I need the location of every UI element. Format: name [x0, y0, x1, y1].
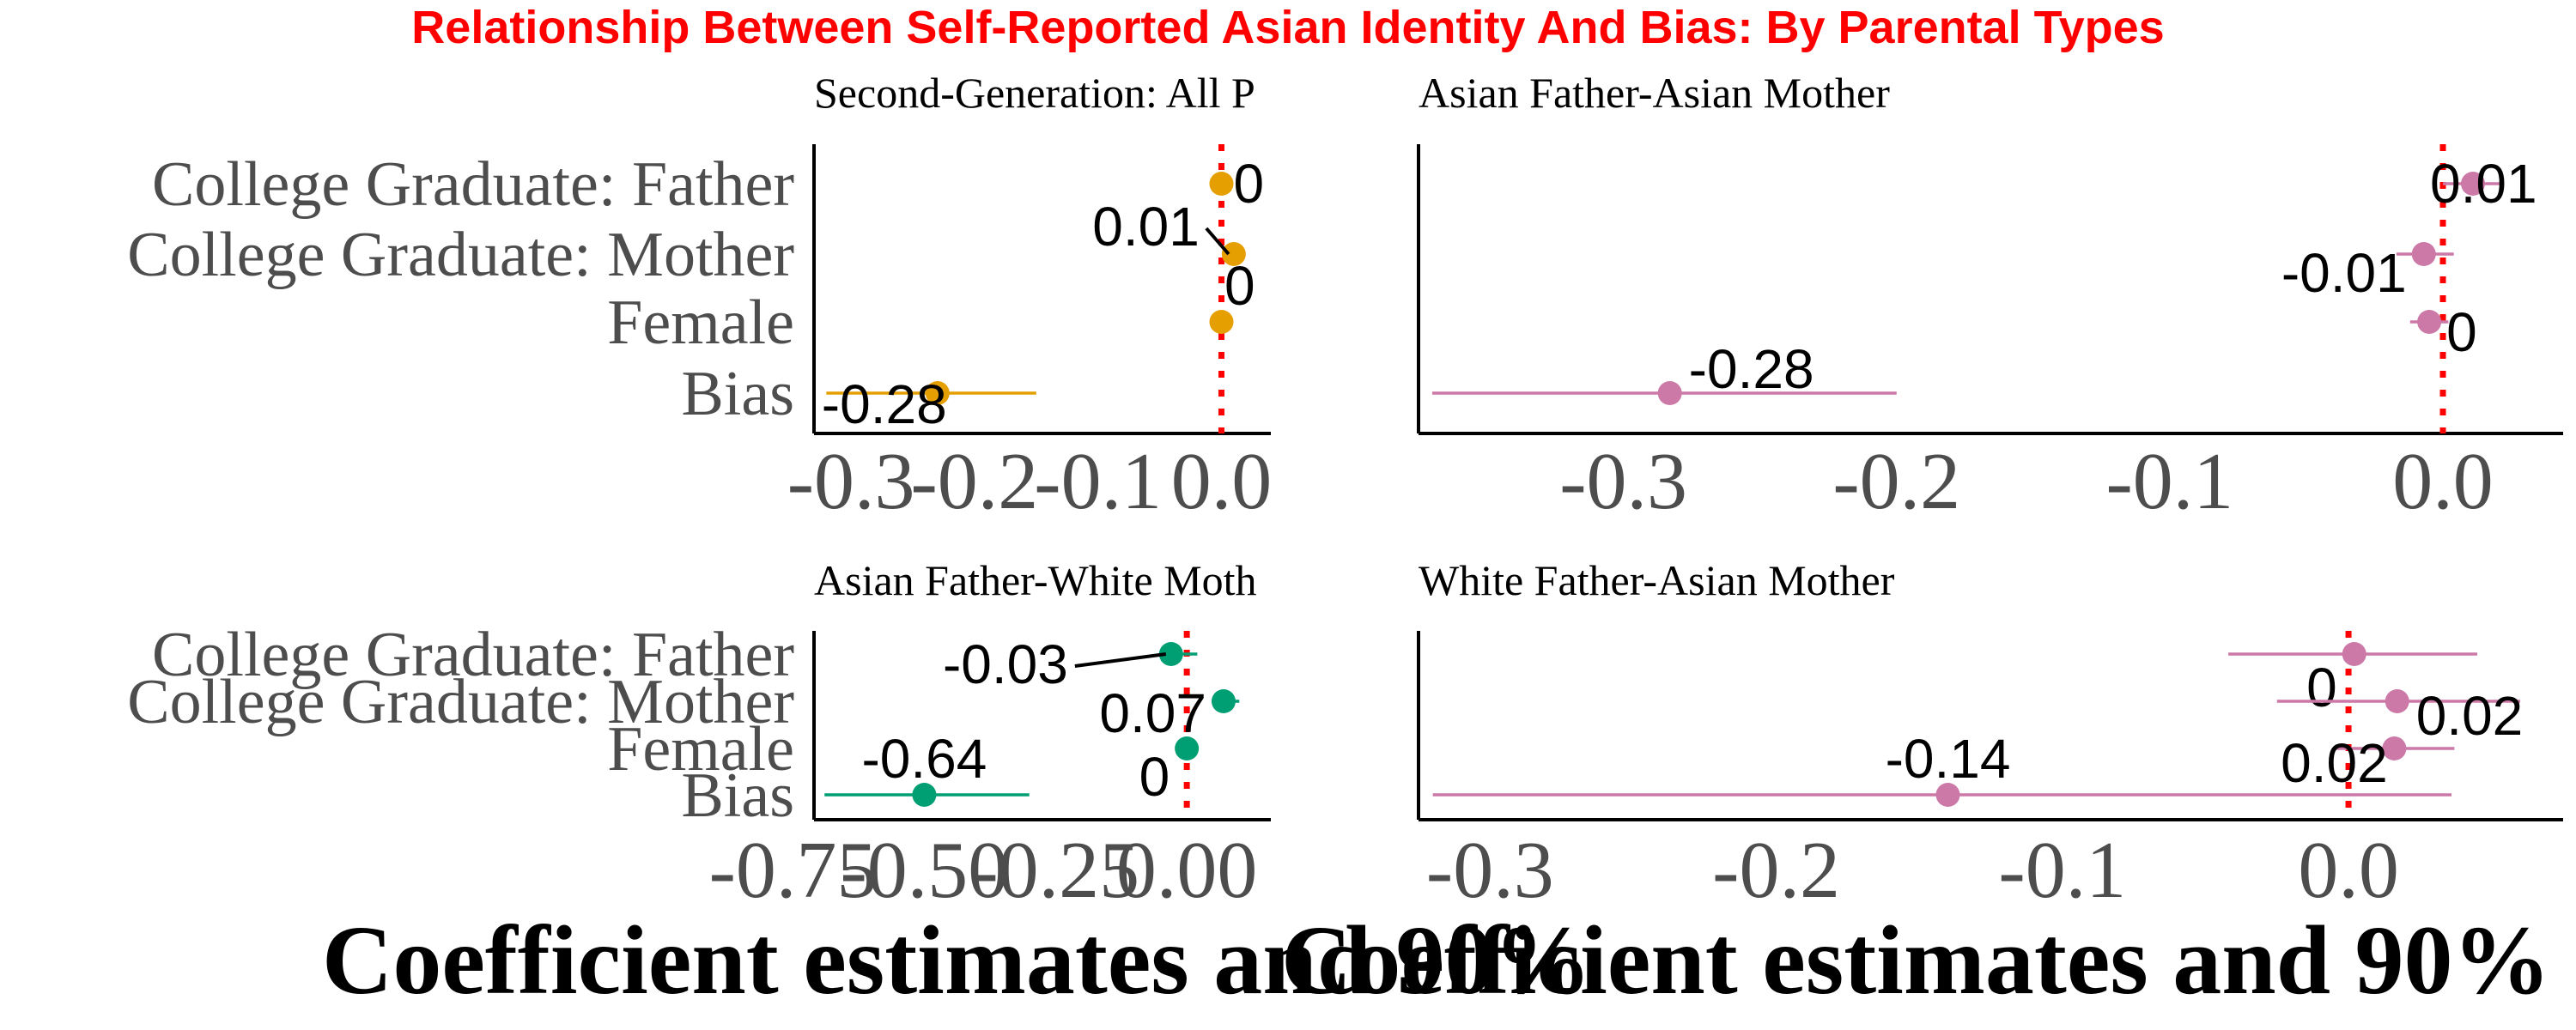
category-label: Bias [681, 359, 794, 429]
data-label: 0.07 [1099, 682, 1206, 744]
panel-white-father-asian-mother: White Father-Asian Mother -0.3 -0.2 -0.1 0.… [1417, 556, 2563, 915]
point-estimate [2461, 172, 2486, 196]
panel-asian-father-asian-mother: Asian Father-Asian Mother -0.3 -0.2 -0.1 0.… [1417, 69, 2563, 526]
data-label: 0 [1139, 746, 1170, 808]
panel-asian-father-white-mother: Asian Father-White Moth -0.75-0.50-0.250… [127, 556, 1271, 915]
x-tick-label: 0.00 [1116, 826, 1258, 915]
data-label: -0.03 [943, 633, 1068, 695]
point-estimate [1211, 689, 1236, 713]
data-label: 0 [1233, 153, 1264, 215]
point-estimate [1209, 172, 1234, 196]
data-label: 0.01 [1092, 196, 1200, 258]
x-tick-label: -0.50 [841, 826, 1009, 915]
panel-title: Asian Father-White Moth [814, 556, 1257, 604]
point-estimate [2342, 642, 2366, 666]
category-label: College Graduate: Father [152, 149, 794, 220]
data-label: 0 [2306, 657, 2337, 718]
point-estimate [1175, 736, 1200, 760]
x-tick-label: -0.2 [1712, 826, 1840, 915]
category-label: Female [607, 288, 794, 358]
point-estimate [2382, 736, 2407, 760]
data-label: -0.14 [1886, 728, 2011, 790]
x-tick-label: -0.75 [709, 826, 878, 915]
x-tick-label: -0.2 [911, 437, 1039, 526]
x-tick-label: -0.1 [1034, 437, 1162, 526]
x-tick-label: -0.3 [1426, 826, 1554, 915]
category-label: Female [607, 714, 794, 785]
point-estimate [2385, 689, 2409, 713]
data-label: 0.01 [2430, 153, 2537, 215]
point-estimate [1935, 783, 1960, 807]
panel-title: White Father-Asian Mother [1419, 556, 1895, 604]
point-estimate [925, 381, 950, 405]
x-tick-label: -0.1 [2105, 437, 2233, 526]
point-estimate [912, 783, 937, 807]
x-tick-label: -0.3 [787, 437, 915, 526]
category-label: Bias [681, 760, 794, 831]
point-estimate [2411, 242, 2436, 266]
label-leader-line [1074, 652, 1167, 668]
x-axis-title-left: Coefficient estimates and 90% [322, 906, 1592, 1015]
point-estimate [1158, 642, 1183, 666]
panel-title: Second-Generation: All P [814, 69, 1255, 117]
label-leader-line [1205, 227, 1230, 256]
x-axis-title-right: Coefficient estimates and 90% [1281, 906, 2551, 1015]
point-estimate [1209, 310, 1234, 334]
category-label: College Graduate: Father [152, 620, 794, 690]
x-tick-label: -0.3 [1559, 437, 1687, 526]
point-estimate [1221, 242, 1246, 266]
data-label: 0.02 [2281, 732, 2388, 794]
data-label: -0.28 [822, 373, 947, 435]
point-estimate [2417, 310, 2442, 334]
x-tick-label: 0.0 [2392, 437, 2494, 526]
data-label: -0.28 [1689, 338, 1814, 400]
panel-title: Asian Father-Asian Mother [1419, 69, 1890, 117]
panel-second-generation: Second-Generation: All P -0.3-0.2-0.1 0.0… [127, 69, 1272, 526]
category-label: College Graduate: Mother [127, 220, 794, 290]
x-tick-label: -0.25 [971, 826, 1139, 915]
chart-title: Relationship Between Self-Reported Asian… [411, 2, 2164, 53]
x-tick-label: 0.0 [2298, 826, 2399, 915]
category-label: College Graduate: Mother [127, 667, 794, 737]
point-estimate [1657, 381, 1682, 405]
data-label: 0 [1224, 255, 1255, 317]
x-tick-label: -0.1 [1998, 826, 2126, 915]
data-label: 0.02 [2416, 685, 2524, 747]
data-label: 0 [2446, 301, 2477, 363]
data-label: -0.64 [861, 728, 987, 790]
data-label: -0.01 [2281, 242, 2407, 304]
x-tick-label: 0.0 [1171, 437, 1273, 526]
x-tick-label: -0.2 [1832, 437, 1960, 526]
